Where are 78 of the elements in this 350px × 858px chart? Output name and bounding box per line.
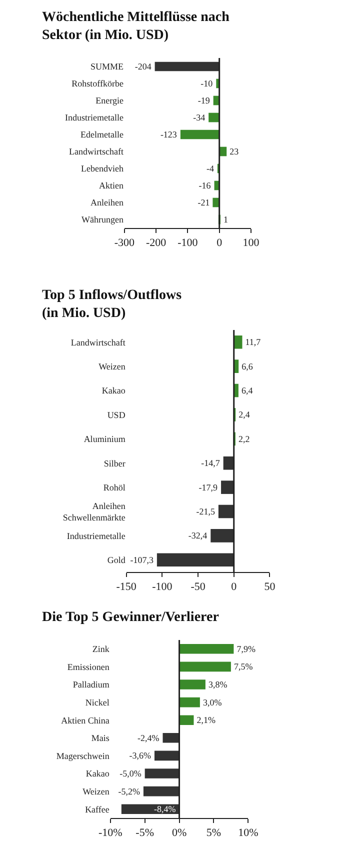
y-tick-label: Lebendvieh xyxy=(80,164,124,174)
chart-title: Die Top 5 Gewinner/Verlierer xyxy=(42,610,219,625)
y-tick-label: Palladium xyxy=(72,680,110,690)
x-tick-label: -100 xyxy=(152,581,173,594)
data-label: -5,2% xyxy=(118,786,140,796)
y-tick-label: USD xyxy=(107,410,126,420)
y-tick-label: Industriemetalle xyxy=(66,530,126,541)
x-tick-label: 0 xyxy=(231,581,238,594)
data-label: -21,5 xyxy=(196,506,216,516)
y-tick-label: Zink xyxy=(92,644,110,654)
data-label: -8,4% xyxy=(154,804,176,814)
data-label: -21 xyxy=(198,197,210,208)
x-tick-label: -100 xyxy=(178,237,198,250)
x-tick-label: -50 xyxy=(190,581,206,594)
x-tick-label: 0 xyxy=(216,237,223,250)
y-tick-label: Weizen xyxy=(82,786,110,796)
y-tick-label: Rohstoffkörbe xyxy=(72,78,124,89)
x-tick-label: 0% xyxy=(172,827,187,840)
data-label: 7,9% xyxy=(236,644,256,654)
data-label: 11,7 xyxy=(245,337,262,348)
data-label: -123 xyxy=(160,130,178,140)
data-label: -16 xyxy=(198,180,212,190)
x-tick-label: -200 xyxy=(146,237,167,250)
y-tick-label: Landwirtschaft xyxy=(68,146,124,157)
y-tick-label: Kaffee xyxy=(85,804,110,814)
y-tick-label: Aktien xyxy=(98,180,124,191)
y-tick-label: Magerschwein xyxy=(56,750,110,761)
x-tick-label: 100 xyxy=(242,237,260,250)
y-tick-label: Kakao xyxy=(102,386,126,396)
data-label: 6,6 xyxy=(242,361,254,372)
data-label: -32,4 xyxy=(188,530,208,541)
x-tick-label: -5% xyxy=(136,827,154,840)
data-label: -3,6% xyxy=(129,750,152,761)
y-tick-label: Landwirtschaft xyxy=(70,337,126,348)
y-tick-label: Anleihen Schwellenmärkte xyxy=(62,500,126,522)
data-label: -107,3 xyxy=(130,554,154,565)
y-tick-label: Nickel xyxy=(85,697,110,708)
y-tick-label: Emissionen xyxy=(67,662,110,672)
y-tick-label: Aktien China xyxy=(61,715,110,726)
y-tick-label: Energie xyxy=(96,96,124,106)
data-label: 2,4 xyxy=(238,410,250,420)
y-tick-label: Gold xyxy=(107,555,126,566)
chart-title: Wöchentliche Mittelflüsse nach Sektor (in Mio. USD) xyxy=(42,10,230,44)
y-tick-label: Kakao xyxy=(86,768,110,779)
y-tick-label: Anleihen xyxy=(90,198,124,208)
data-label: -14,7 xyxy=(201,458,220,468)
data-label: -34 xyxy=(193,112,206,122)
data-label: -4 xyxy=(206,163,214,174)
y-tick-label: Weizen xyxy=(98,361,126,372)
data-label: 3,8% xyxy=(208,680,228,690)
x-tick-label: 10% xyxy=(238,827,258,840)
y-tick-label: Edelmetalle xyxy=(80,130,124,140)
data-label: 2,1% xyxy=(196,715,216,726)
y-tick-label: Aluminium xyxy=(84,434,126,444)
y-tick-label: Mais xyxy=(91,733,110,744)
data-label: 3,0% xyxy=(202,697,222,708)
data-label: -204 xyxy=(134,61,152,72)
y-tick-label: Währungen xyxy=(81,214,124,225)
data-label: 7,5% xyxy=(234,662,254,672)
data-label: 2,2 xyxy=(238,434,250,444)
data-label: -10 xyxy=(200,78,214,88)
data-label: 23 xyxy=(230,146,240,156)
data-label: -2,4% xyxy=(138,732,160,743)
y-tick-label: Rohöl xyxy=(103,482,126,492)
y-tick-label: Silber xyxy=(104,458,126,468)
data-label: 6,4 xyxy=(241,386,254,396)
y-tick-label: SUMME xyxy=(90,62,124,72)
data-label: 1 xyxy=(223,214,228,224)
x-tick-label: -10% xyxy=(98,827,122,840)
chart-title: Top 5 Inflows/Outflows (in Mio. USD) xyxy=(42,288,182,322)
y-tick-label: Industriemetalle xyxy=(64,112,124,123)
x-tick-label: 50 xyxy=(264,581,276,594)
x-tick-label: 5% xyxy=(206,827,222,840)
data-label: -19 xyxy=(198,96,210,106)
data-label: -17,9 xyxy=(198,482,218,492)
x-tick-label: -150 xyxy=(116,581,137,594)
data-label: -5,0% xyxy=(120,768,142,778)
x-tick-label: -300 xyxy=(114,237,136,250)
